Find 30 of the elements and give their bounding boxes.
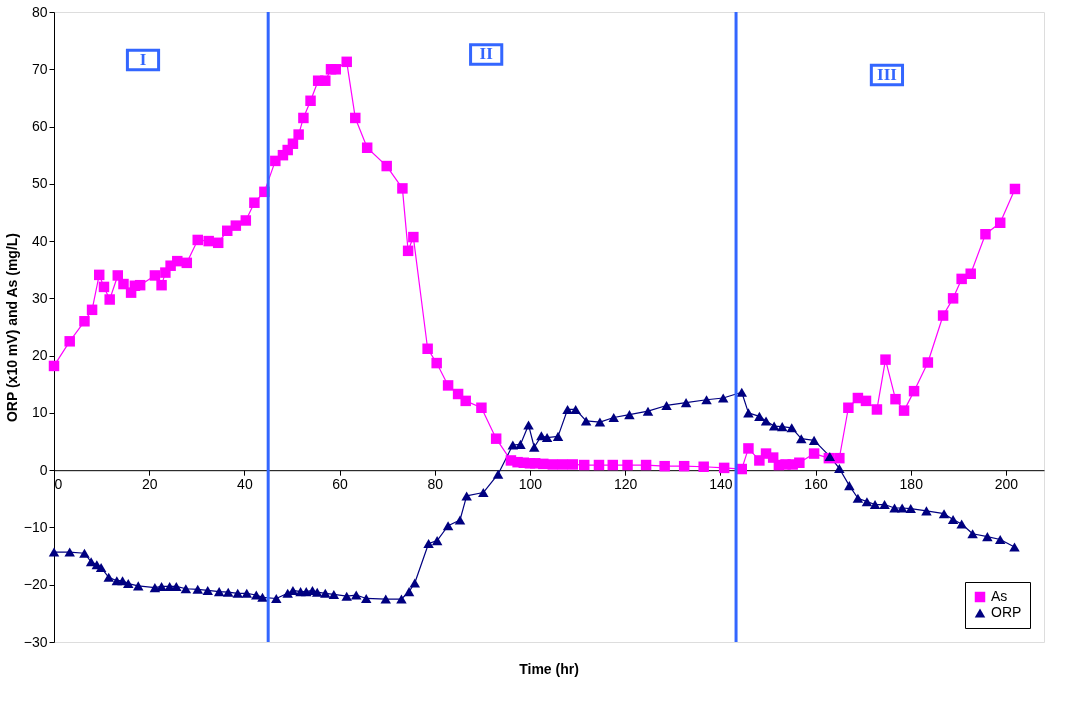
x-tick-label: 180 (899, 475, 924, 492)
x-tick-label: 20 (141, 475, 158, 492)
x-tick-label: 120 (613, 475, 638, 492)
y-tick-label: 50 (31, 175, 48, 192)
x-tick-label: 60 (332, 475, 349, 492)
legend-label: ORP (991, 604, 1022, 620)
y-axis-title: ORP (x10 mV) and As (mg/L) (3, 232, 20, 423)
y-tick-label: −20 (23, 576, 48, 593)
y-tick-label: 70 (31, 60, 48, 77)
y-tick-label: −10 (23, 518, 48, 535)
x-tick-label: 80 (427, 475, 444, 492)
annotation: I (139, 50, 147, 70)
y-tick-label: 0 (39, 461, 48, 478)
x-tick-label: 0 (54, 475, 63, 492)
x-tick-label: 160 (804, 475, 828, 492)
y-tick-label: 60 (31, 118, 48, 135)
y-tick-label: 20 (31, 347, 48, 364)
x-tick-label: 140 (709, 475, 733, 492)
y-tick-label: −30 (23, 633, 48, 650)
y-tick-label: 80 (31, 3, 48, 20)
y-tick-label: 10 (31, 404, 48, 421)
x-tick-label: 40 (237, 475, 253, 492)
legend-label: As (991, 588, 1008, 604)
annotation: II (479, 44, 494, 64)
y-tick-label: 40 (31, 232, 48, 249)
y-tick-label: 30 (31, 289, 48, 306)
annotation: III (877, 65, 898, 84)
x-tick-label: 100 (518, 475, 543, 492)
x-axis-title: Time (hr) (519, 661, 579, 677)
x-tick-label: 200 (994, 475, 1019, 492)
